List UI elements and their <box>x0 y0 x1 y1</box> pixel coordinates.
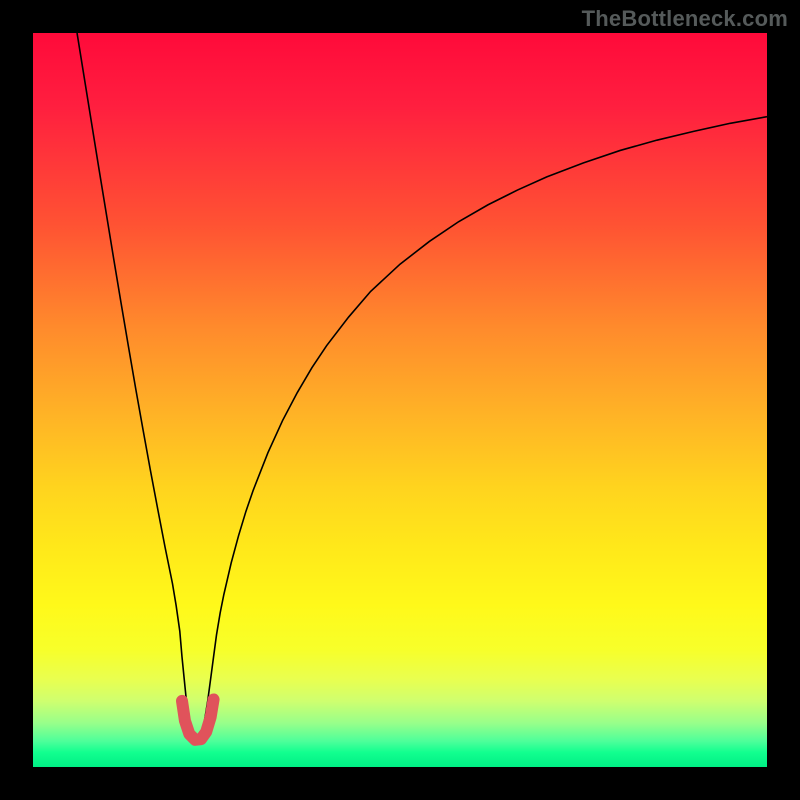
chart-frame: TheBottleneck.com <box>0 0 800 800</box>
bottleneck-curve <box>77 33 767 741</box>
watermark-text: TheBottleneck.com <box>582 6 788 32</box>
bottleneck-marker <box>182 699 214 739</box>
plot-area <box>33 33 767 767</box>
chart-svg <box>33 33 767 767</box>
